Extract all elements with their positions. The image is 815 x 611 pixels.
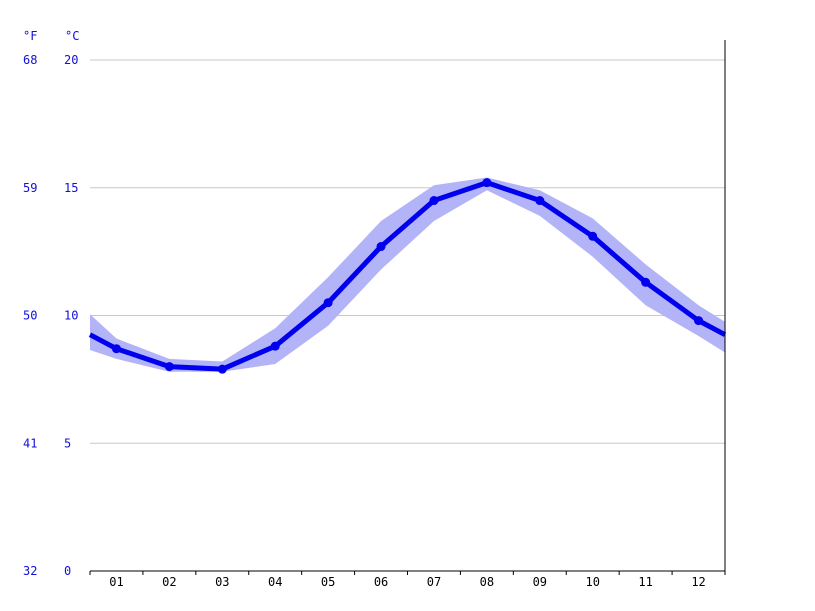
axes <box>89 40 726 575</box>
fahrenheit-unit-label: °F <box>23 29 37 43</box>
data-point <box>641 277 651 287</box>
data-point <box>535 196 545 206</box>
data-point <box>270 341 280 351</box>
data-point <box>376 242 386 252</box>
x-tick-label: 01 <box>109 575 123 589</box>
x-tick-label: 07 <box>427 575 441 589</box>
data-point <box>482 178 492 188</box>
series-line <box>88 180 727 372</box>
y-tick-label-celsius: 5 <box>64 436 71 450</box>
temperature-range-band <box>90 177 725 372</box>
x-tick-label: 09 <box>533 575 547 589</box>
celsius-unit-label: °C <box>65 29 79 43</box>
y-tick-label-fahrenheit: 50 <box>23 309 37 323</box>
x-tick-label: 05 <box>321 575 335 589</box>
range-band <box>90 177 725 372</box>
x-tick-label: 12 <box>691 575 705 589</box>
x-tick-label: 06 <box>374 575 388 589</box>
grid-lines <box>90 59 725 444</box>
x-tick-label: 03 <box>215 575 229 589</box>
x-tick-label: 04 <box>268 575 282 589</box>
data-point <box>323 298 333 308</box>
y-tick-label-celsius: 20 <box>64 53 78 67</box>
data-point <box>164 362 174 372</box>
y-tick-label-fahrenheit: 68 <box>23 53 37 67</box>
x-tick-label: 02 <box>162 575 176 589</box>
y-tick-label-fahrenheit: 41 <box>23 436 37 450</box>
data-points <box>111 178 704 374</box>
data-point <box>694 316 704 326</box>
temperature-line <box>88 180 727 372</box>
x-tick-label: 11 <box>638 575 652 589</box>
data-point <box>111 344 121 354</box>
x-tick-label: 10 <box>585 575 599 589</box>
x-axis-ticks: 01 02 03 04 05 06 07 08 09 10 11 12 <box>109 575 706 589</box>
y-axis-ticks: 32 0 41 5 50 10 59 15 68 20 <box>23 53 78 578</box>
y-tick-label-celsius: 15 <box>64 181 78 195</box>
y-tick-label-celsius: 0 <box>64 564 71 578</box>
data-point <box>217 364 227 374</box>
data-point <box>429 196 439 206</box>
x-tick-label: 08 <box>480 575 494 589</box>
y-tick-label-fahrenheit: 59 <box>23 181 37 195</box>
y-tick-label-fahrenheit: 32 <box>23 564 37 578</box>
y-tick-label-celsius: 10 <box>64 309 78 323</box>
data-point <box>588 231 598 241</box>
